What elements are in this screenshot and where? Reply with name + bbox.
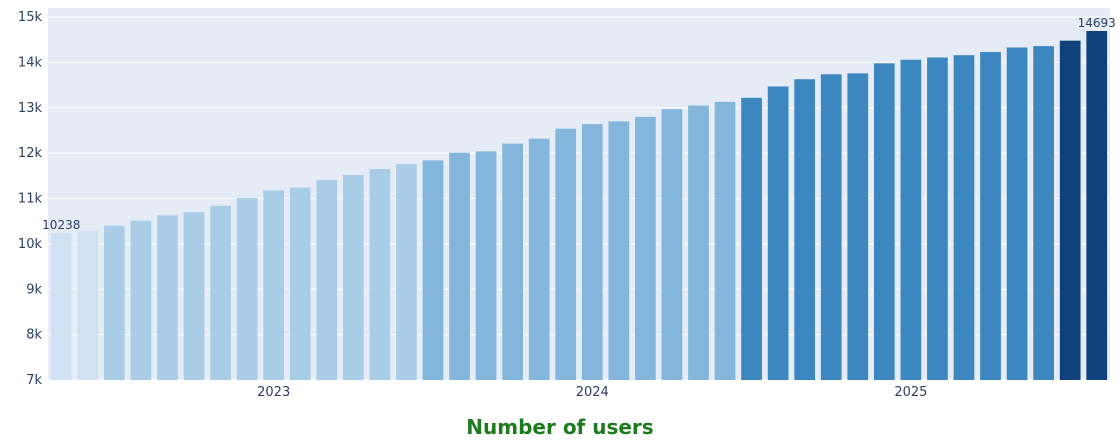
bar: [157, 215, 178, 380]
bar: [688, 105, 709, 380]
y-tick-label: 7k: [26, 373, 42, 388]
y-tick-label: 11k: [18, 192, 43, 207]
data-label: 10238: [42, 218, 80, 232]
bar: [980, 52, 1001, 380]
bar: [953, 55, 975, 381]
bar: [369, 169, 391, 380]
chart-caption: Number of users: [466, 415, 654, 439]
bar: [236, 198, 258, 380]
bar: [1006, 47, 1028, 380]
bar: [422, 160, 444, 380]
bar: [77, 230, 99, 380]
bar: [794, 79, 816, 380]
bar: [449, 152, 470, 380]
bar: [873, 63, 895, 380]
y-tick-label: 13k: [18, 101, 43, 116]
bar: [183, 212, 205, 380]
y-tick-label: 12k: [18, 146, 43, 161]
bar: [767, 86, 789, 381]
bar: [316, 179, 338, 380]
x-tick-label: 2023: [257, 385, 290, 400]
bar: [1086, 31, 1108, 380]
bar: [555, 128, 577, 380]
bar: [130, 220, 152, 380]
y-tick-label: 14k: [18, 55, 43, 70]
bar: [210, 205, 231, 380]
bar: [50, 233, 72, 380]
bar: [104, 225, 125, 380]
bar: [1059, 40, 1081, 380]
bar: [741, 97, 762, 380]
bar: [900, 59, 922, 380]
data-label: 14693: [1078, 16, 1116, 30]
bar: [927, 57, 948, 380]
y-tick-label: 10k: [18, 237, 43, 252]
x-tick-label: 2024: [576, 385, 609, 400]
y-tick-label: 9k: [26, 282, 42, 297]
x-tick-label: 2025: [894, 385, 927, 400]
bar: [581, 124, 603, 380]
bar: [608, 121, 630, 380]
y-tick-label: 15k: [18, 10, 43, 25]
bar: [396, 164, 417, 380]
bar: [847, 73, 869, 380]
bar: [263, 190, 285, 380]
bar: [342, 174, 364, 380]
y-tick-label: 8k: [26, 328, 42, 343]
bar: [635, 116, 656, 380]
bar: [820, 74, 842, 381]
bar: [502, 143, 523, 380]
bar: [714, 101, 736, 380]
plot-area: [48, 8, 1110, 380]
bar: [289, 187, 311, 380]
bar: [528, 138, 550, 380]
bar: [475, 151, 497, 380]
bar: [1033, 46, 1054, 380]
bar: [661, 109, 683, 380]
